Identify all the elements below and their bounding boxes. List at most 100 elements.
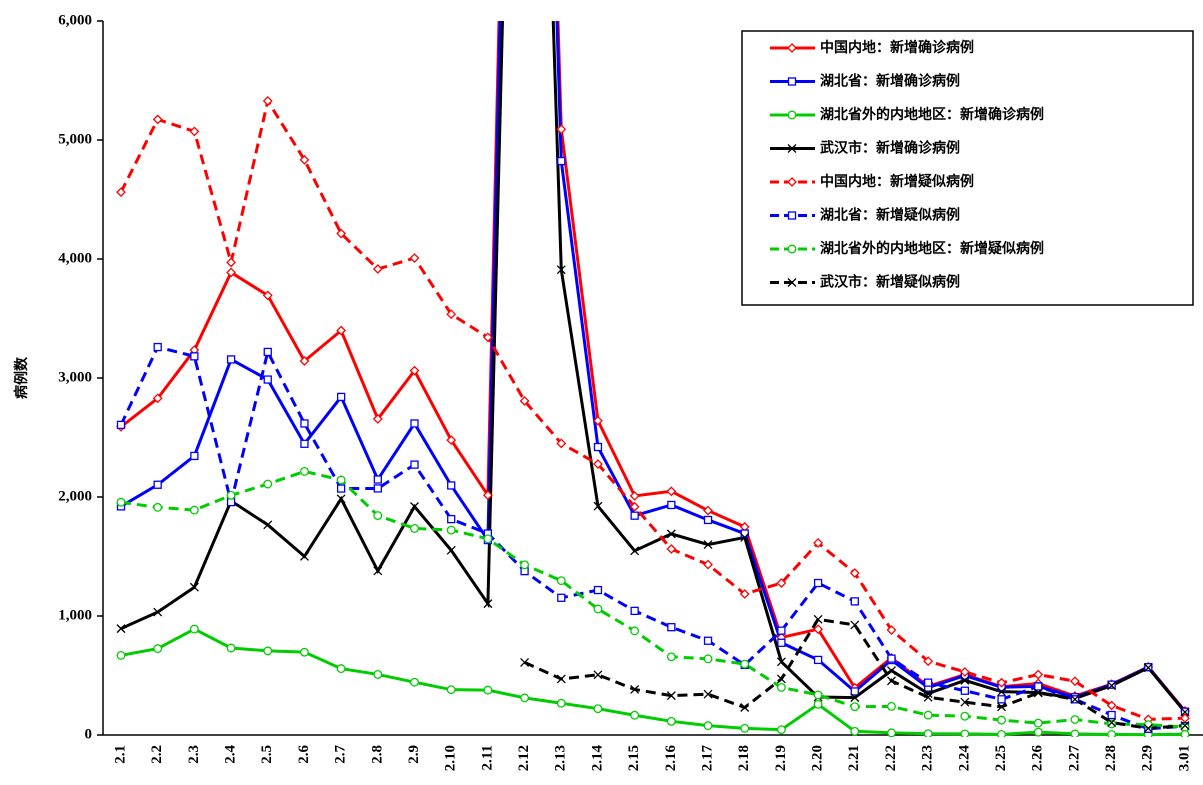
marker xyxy=(262,96,273,106)
y-tick-label: 5,000 xyxy=(58,131,92,147)
marker xyxy=(1107,719,1117,729)
marker xyxy=(703,721,713,731)
x-tick-label: 2.1 xyxy=(112,745,128,764)
marker xyxy=(1033,688,1043,698)
marker xyxy=(373,566,383,576)
marker xyxy=(997,687,1007,697)
marker xyxy=(740,703,750,712)
x-tick-label: 2.6 xyxy=(296,745,312,764)
marker xyxy=(409,365,420,376)
marker xyxy=(740,529,749,538)
x-tick-label: 2.9 xyxy=(406,745,422,764)
marker xyxy=(483,685,493,695)
marker xyxy=(447,514,456,524)
marker xyxy=(373,669,383,679)
y-tick-label: 0 xyxy=(85,726,93,742)
marker xyxy=(923,710,933,720)
marker xyxy=(850,687,859,696)
marker xyxy=(1033,727,1043,737)
x-tick-label: 2.25 xyxy=(993,745,1009,771)
x-tick-label: 2.8 xyxy=(369,745,385,764)
marker xyxy=(703,540,713,550)
marker xyxy=(153,342,162,352)
marker xyxy=(1107,730,1117,737)
marker xyxy=(483,534,493,544)
x-tick-label: 2.29 xyxy=(1140,745,1156,771)
marker xyxy=(1180,722,1190,732)
marker xyxy=(1180,707,1190,717)
series-line xyxy=(119,97,1186,721)
marker xyxy=(666,716,676,726)
marker xyxy=(593,415,603,426)
marker xyxy=(1070,694,1080,704)
marker xyxy=(776,682,786,692)
marker xyxy=(1180,729,1190,737)
marker xyxy=(776,725,786,735)
x-tick-label: 2.23 xyxy=(920,745,936,771)
marker xyxy=(923,729,933,737)
legend-label: 湖北省：新增疑似病例 xyxy=(820,207,960,224)
marker xyxy=(960,675,970,685)
x-tick-label: 2.15 xyxy=(626,745,642,771)
marker xyxy=(923,692,933,702)
marker xyxy=(300,419,309,428)
marker xyxy=(1143,663,1153,673)
marker xyxy=(556,265,566,275)
marker xyxy=(336,325,347,336)
marker xyxy=(409,253,420,263)
marker xyxy=(556,674,566,684)
marker xyxy=(703,559,713,570)
x-tick-label: 2.19 xyxy=(773,745,789,771)
marker xyxy=(519,396,530,406)
marker xyxy=(483,599,493,609)
marker xyxy=(850,693,860,703)
marker xyxy=(373,511,383,521)
y-tick-label: 1,000 xyxy=(58,607,92,623)
marker xyxy=(226,490,236,500)
marker xyxy=(593,501,603,511)
marker xyxy=(850,620,860,630)
marker xyxy=(630,606,639,616)
marker xyxy=(263,646,273,656)
marker xyxy=(924,678,933,687)
marker xyxy=(372,264,383,274)
marker xyxy=(189,582,199,592)
series-line xyxy=(120,21,1187,713)
marker xyxy=(446,435,457,446)
marker xyxy=(740,659,750,669)
marker xyxy=(629,491,640,501)
x-tick-label: 2.3 xyxy=(186,745,202,764)
marker xyxy=(373,484,382,493)
marker xyxy=(190,451,199,461)
marker xyxy=(593,704,603,714)
marker xyxy=(667,500,676,510)
marker xyxy=(410,460,419,469)
x-tick-label: 2.20 xyxy=(810,745,826,771)
x-tick-label: 2.22 xyxy=(883,745,899,771)
legend-marker xyxy=(787,211,797,220)
marker xyxy=(997,702,1007,712)
x-tick-label: 2.24 xyxy=(956,745,972,772)
x-tick-label: 2.10 xyxy=(443,745,459,771)
legend-marker xyxy=(787,77,797,86)
marker xyxy=(630,511,639,520)
marker xyxy=(887,701,896,711)
x-tick-label: 2.27 xyxy=(1066,745,1082,772)
marker xyxy=(153,480,162,489)
marker xyxy=(923,656,934,667)
marker xyxy=(777,638,786,647)
marker xyxy=(556,576,566,586)
series-line xyxy=(119,345,1186,731)
marker xyxy=(740,723,750,733)
marker xyxy=(336,475,346,485)
marker xyxy=(1106,700,1117,711)
marker xyxy=(447,481,456,490)
x-tick-label: 2.5 xyxy=(259,745,275,764)
marker xyxy=(739,589,750,599)
marker xyxy=(1180,721,1190,731)
marker xyxy=(262,290,273,301)
marker xyxy=(1107,680,1116,689)
marker xyxy=(153,607,163,617)
marker xyxy=(152,114,163,125)
marker xyxy=(116,497,126,507)
